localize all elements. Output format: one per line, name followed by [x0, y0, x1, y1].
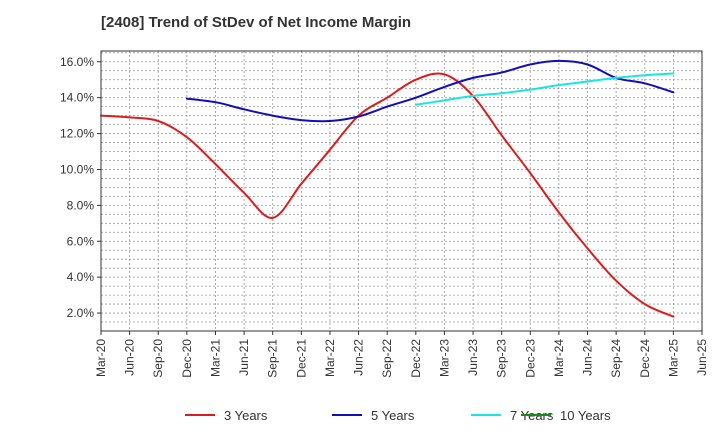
- x-tick-label: Jun-25: [695, 339, 709, 376]
- x-axis-ticks: Mar-20 Jun-20 Sep-20 Dec-20 Mar-21 Jun-21 Sep-…: [94, 331, 709, 378]
- series-line-5-years: [185, 59, 675, 123]
- x-tick-label: Jun-22: [352, 339, 366, 376]
- legend-label: 3 Years: [224, 408, 268, 423]
- x-tick-label: Mar-25: [666, 339, 680, 377]
- x-tick-label: Mar-22: [323, 339, 337, 377]
- y-tick-label: 10.0%: [60, 162, 94, 176]
- x-tick-label: Mar-21: [208, 339, 222, 377]
- x-tick-label: Jun-21: [237, 339, 251, 376]
- grid: [100, 51, 703, 332]
- y-axis-ticks: 2.0% 4.0% 6.0% 8.0% 10.0% 12.0% 14.0% 16.0%: [60, 55, 101, 320]
- plot-area: [101, 51, 702, 331]
- y-tick-label: 8.0%: [67, 198, 95, 212]
- x-tick-label: Jun-24: [581, 339, 595, 376]
- y-tick-label: 14.0%: [60, 91, 94, 105]
- series-lines: [100, 59, 675, 318]
- legend: 3 Years 5 Years 7 Years 10 Years: [185, 408, 611, 423]
- series-line-3-years: [100, 72, 675, 318]
- y-tick-label: 2.0%: [67, 306, 95, 320]
- x-tick-label: Dec-23: [523, 339, 537, 378]
- legend-label: 10 Years: [560, 408, 611, 423]
- x-tick-label: Dec-22: [409, 339, 423, 378]
- x-tick-label: Mar-20: [94, 339, 108, 377]
- x-tick-label: Dec-21: [294, 339, 308, 378]
- y-tick-label: 4.0%: [67, 270, 95, 284]
- x-tick-label: Jun-23: [466, 339, 480, 376]
- y-tick-label: 12.0%: [60, 127, 94, 141]
- x-tick-label: Sep-20: [151, 339, 165, 378]
- legend-label: 5 Years: [371, 408, 415, 423]
- x-tick-label: Dec-24: [638, 339, 652, 378]
- x-tick-label: Sep-23: [495, 339, 509, 378]
- y-tick-label: 6.0%: [67, 234, 95, 248]
- x-tick-label: Sep-21: [266, 339, 280, 378]
- x-tick-label: Mar-24: [552, 339, 566, 377]
- x-tick-label: Sep-24: [609, 339, 623, 378]
- x-tick-label: Sep-22: [380, 339, 394, 378]
- y-tick-label: 16.0%: [60, 55, 94, 69]
- x-tick-label: Dec-20: [180, 339, 194, 378]
- x-tick-label: Jun-20: [123, 339, 137, 376]
- series-line-7-years: [414, 72, 675, 106]
- x-tick-label: Mar-23: [437, 339, 451, 377]
- plot-frame: [100, 50, 703, 332]
- chart-title: [2408] Trend of StDev of Net Income Marg…: [101, 14, 411, 31]
